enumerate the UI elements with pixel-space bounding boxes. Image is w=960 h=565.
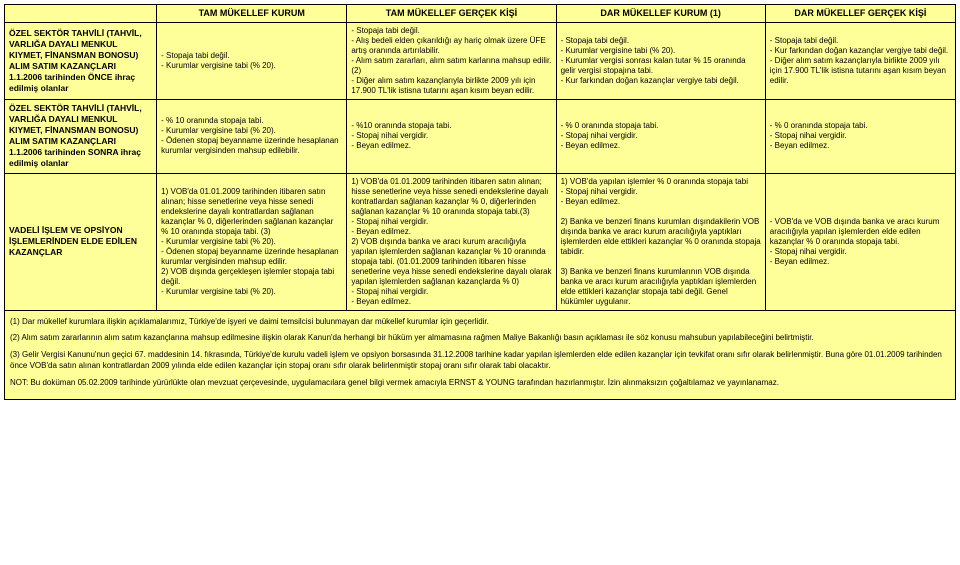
header-tam-kurum: TAM MÜKELLEF KURUM: [157, 5, 347, 23]
table-row: ÖZEL SEKTÖR TAHVİLİ (TAHVİL, VARLIĞA DAY…: [5, 23, 956, 100]
table-row: ÖZEL SEKTÖR TAHVİLİ (TAHVİL, VARLIĞA DAY…: [5, 100, 956, 173]
cell: 1) VOB'da yapılan işlemler % 0 oranında …: [556, 173, 765, 310]
cell: - % 10 oranında stopaja tabi.- Kurumlar …: [157, 100, 347, 173]
header-dar-kurum: DAR MÜKELLEF KURUM (1): [556, 5, 765, 23]
cell: - %10 oranında stopaja tabi.- Stopaj nih…: [347, 100, 556, 173]
cell: - VOB'da ve VOB dışında banka ve aracı k…: [765, 173, 955, 310]
cell: - % 0 oranında stopaja tabi.- Stopaj nih…: [556, 100, 765, 173]
cell: - % 0 oranında stopaja tabi.- Stopaj nih…: [765, 100, 955, 173]
cell: - Stopaja tabi değil.- Alış bedeli elden…: [347, 23, 556, 100]
cell: 1) VOB'da 01.01.2009 tarihinden itibaren…: [347, 173, 556, 310]
header-dar-gercek: DAR MÜKELLEF GERÇEK KİŞİ: [765, 5, 955, 23]
footnotes-row: (1) Dar mükellef kurumlara ilişkin açıkl…: [5, 310, 956, 399]
footnote: (1) Dar mükellef kurumlara ilişkin açıkl…: [10, 317, 950, 328]
row-label: ÖZEL SEKTÖR TAHVİLİ (TAHVİL, VARLIĞA DAY…: [5, 23, 157, 100]
cell: - Stopaja tabi değil.- Kur farkından doğ…: [765, 23, 955, 100]
cell: - Stopaja tabi değil.- Kurumlar vergisin…: [157, 23, 347, 100]
footnote: (3) Gelir Vergisi Kanunu'nun geçici 67. …: [10, 350, 950, 372]
footnote: (2) Alım satım zararlarının alım satım k…: [10, 333, 950, 344]
row-label: VADELİ İŞLEM VE OPSİYON İŞLEMLERİNDEN EL…: [5, 173, 157, 310]
tax-table: TAM MÜKELLEF KURUM TAM MÜKELLEF GERÇEK K…: [4, 4, 956, 400]
footnotes-cell: (1) Dar mükellef kurumlara ilişkin açıkl…: [5, 310, 956, 399]
cell: - Stopaja tabi değil.- Kurumlar vergisin…: [556, 23, 765, 100]
cell: 1) VOB'da 01.01.2009 tarihinden itibaren…: [157, 173, 347, 310]
table-body: ÖZEL SEKTÖR TAHVİLİ (TAHVİL, VARLIĞA DAY…: [5, 23, 956, 399]
row-label: ÖZEL SEKTÖR TAHVİLİ (TAHVİL, VARLIĞA DAY…: [5, 100, 157, 173]
table-row: VADELİ İŞLEM VE OPSİYON İŞLEMLERİNDEN EL…: [5, 173, 956, 310]
header-tam-gercek: TAM MÜKELLEF GERÇEK KİŞİ: [347, 5, 556, 23]
header-row: TAM MÜKELLEF KURUM TAM MÜKELLEF GERÇEK K…: [5, 5, 956, 23]
header-blank: [5, 5, 157, 23]
footnote: NOT: Bu doküman 05.02.2009 tarihinde yür…: [10, 378, 950, 389]
